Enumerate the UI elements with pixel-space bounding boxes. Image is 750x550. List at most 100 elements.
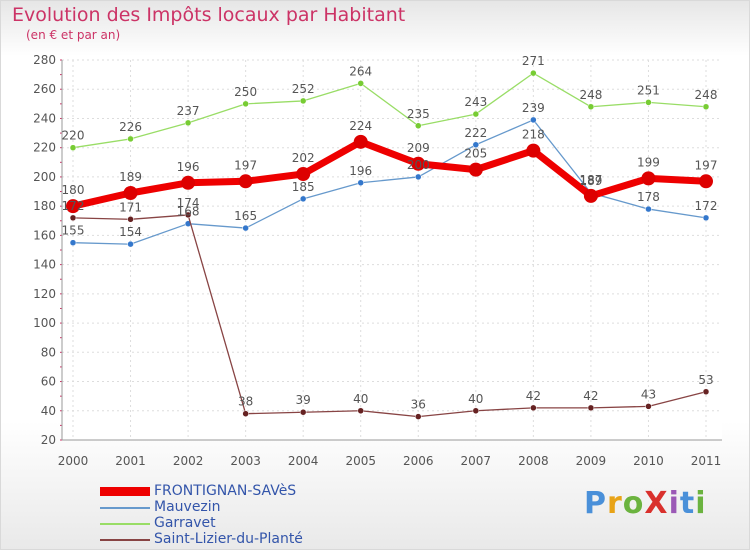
data-point-frontignan-sav-s <box>296 167 311 181</box>
data-label-frontignan-sav-s: 180 <box>62 183 85 197</box>
y-tick-label: 120 <box>33 287 56 301</box>
x-tick-label: 2005 <box>345 454 376 468</box>
data-label-saint-lizier-du-plant-: 174 <box>177 196 200 210</box>
data-label-mauvezin: 200 <box>407 158 430 172</box>
data-label-mauvezin: 165 <box>234 209 257 223</box>
data-point-frontignan-sav-s <box>699 174 713 189</box>
data-point-saint-lizier-du-plant- <box>472 407 480 415</box>
x-tick-label: 2010 <box>633 454 664 468</box>
legend-swatch <box>100 539 150 541</box>
series-layer <box>66 69 713 420</box>
chart-legend: FRONTIGNAN-SAVèS Mauvezin Garravet Saint-Li… <box>100 483 360 548</box>
data-point-frontignan-sav-s <box>583 188 598 203</box>
plot-area <box>62 60 722 440</box>
data-label-garravet: 243 <box>464 95 487 109</box>
data-point-garravet <box>415 122 422 130</box>
data-point-garravet <box>645 99 652 106</box>
data-label-saint-lizier-du-plant-: 171 <box>119 200 142 214</box>
data-point-garravet <box>69 144 77 151</box>
logo-letter: r <box>607 486 623 521</box>
data-label-frontignan-sav-s: 224 <box>349 119 372 133</box>
legend-label: FRONTIGNAN-SAVèS <box>154 483 297 499</box>
data-label-frontignan-sav-s: 197 <box>234 158 257 172</box>
logo-letter: X <box>644 486 669 521</box>
y-tick-label: 180 <box>33 199 56 213</box>
data-point-frontignan-sav-s <box>411 156 426 171</box>
data-label-garravet: 235 <box>407 107 430 121</box>
y-tick-label: 140 <box>33 258 56 272</box>
data-label-frontignan-sav-s: 205 <box>464 147 487 161</box>
data-label-mauvezin: 155 <box>62 224 85 238</box>
legend-swatch <box>100 523 150 525</box>
legend-label: Saint-Lizier-du-Planté <box>154 531 303 547</box>
x-tick-label: 2006 <box>403 454 434 468</box>
data-point-garravet <box>530 69 537 77</box>
data-point-saint-lizier-du-plant- <box>702 388 710 396</box>
data-point-garravet <box>299 97 307 105</box>
data-label-mauvezin: 185 <box>292 180 315 194</box>
proxiti-logo: ProXiti <box>584 486 707 521</box>
data-point-garravet <box>587 103 595 111</box>
logo-letter: t <box>679 486 696 521</box>
data-point-saint-lizier-du-plant- <box>587 404 595 412</box>
data-point-saint-lizier-du-plant- <box>69 214 77 222</box>
y-tick-label: 100 <box>33 316 56 330</box>
data-point-mauvezin <box>645 205 652 213</box>
data-label-mauvezin: 168 <box>177 205 200 219</box>
y-tick-label: 200 <box>33 170 56 184</box>
data-label-saint-lizier-du-plant-: 36 <box>411 398 426 412</box>
x-tick-label: 2001 <box>115 454 146 468</box>
data-point-frontignan-sav-s <box>238 174 253 189</box>
data-label-saint-lizier-du-plant-: 40 <box>468 392 483 406</box>
data-label-saint-lizier-du-plant-: 38 <box>238 395 253 409</box>
x-tick-label: 2007 <box>461 454 492 468</box>
data-point-garravet <box>472 110 480 118</box>
data-label-garravet: 248 <box>579 88 602 102</box>
label-layer: 155 154 168 165 185 196 200 222 239 189 178 172 220 2… <box>62 54 718 411</box>
data-label-frontignan-sav-s: 189 <box>119 170 142 184</box>
x-tick-label: 2008 <box>518 454 549 468</box>
data-label-mauvezin: 222 <box>464 126 487 140</box>
logo-letter: P <box>584 486 607 521</box>
chart-title: Evolution des Impôts locaux par Habitant <box>12 4 406 26</box>
y-tick-label: 260 <box>33 82 56 96</box>
data-label-frontignan-sav-s: 209 <box>407 141 430 155</box>
series-line-frontignan-sav-s <box>72 138 707 210</box>
data-label-frontignan-sav-s: 197 <box>695 158 718 172</box>
data-point-mauvezin <box>127 240 134 248</box>
data-point-frontignan-sav-s <box>66 199 80 214</box>
data-point-garravet <box>357 80 364 87</box>
data-point-mauvezin <box>357 179 364 187</box>
legend-item-frontignan-sav-s: FRONTIGNAN-SAVèS <box>100 483 360 500</box>
data-label-frontignan-sav-s: 202 <box>292 151 315 165</box>
data-label-frontignan-sav-s: 187 <box>579 173 602 187</box>
data-point-frontignan-sav-s <box>123 186 138 200</box>
data-point-saint-lizier-du-plant- <box>530 404 537 412</box>
data-point-saint-lizier-du-plant- <box>242 410 249 417</box>
logo-letter: i <box>695 486 707 521</box>
x-tick-label: 2004 <box>288 454 319 468</box>
data-label-mauvezin: 189 <box>579 174 602 188</box>
data-point-saint-lizier-du-plant- <box>645 403 652 410</box>
data-point-garravet <box>184 119 192 127</box>
data-label-garravet: 237 <box>177 104 200 118</box>
data-label-saint-lizier-du-plant-: 42 <box>526 389 541 403</box>
data-label-mauvezin: 172 <box>695 199 718 213</box>
chart-subtitle: (en € et par an) <box>26 28 121 42</box>
y-tick-label: 20 <box>41 433 56 447</box>
data-label-saint-lizier-du-plant-: 39 <box>296 393 311 407</box>
x-tick-label: 2000 <box>58 454 89 468</box>
logo-letter: o <box>622 486 645 521</box>
legend-item-mauvezin: Mauvezin <box>100 499 360 516</box>
grid-layer <box>62 59 722 441</box>
x-tick-label: 2003 <box>230 454 261 468</box>
data-point-frontignan-sav-s <box>526 143 541 158</box>
legend-swatch <box>100 507 150 509</box>
y-tick-label: 280 <box>33 53 56 67</box>
data-point-garravet <box>127 135 134 143</box>
axis-layer: 2040608010012014016018020022024026028020… <box>33 53 722 468</box>
data-label-mauvezin: 178 <box>637 190 660 204</box>
data-label-mauvezin: 196 <box>349 164 372 178</box>
y-tick-label: 80 <box>41 345 56 359</box>
